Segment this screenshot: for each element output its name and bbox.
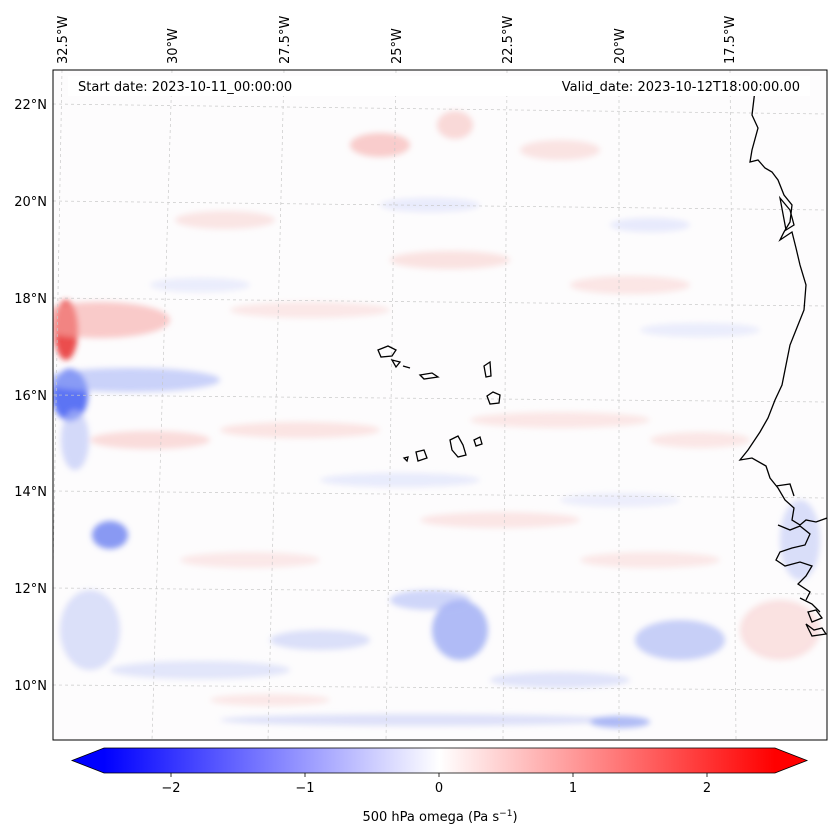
lat-label-14n: 14°N — [14, 485, 47, 500]
lon-label-22-5w: 22.5°W — [501, 16, 516, 64]
lat-label-12n: 12°N — [14, 582, 47, 597]
gridlines — [53, 70, 827, 740]
lat-label-10n: 10°N — [14, 679, 47, 694]
lon-label-25w: 25°W — [390, 28, 405, 64]
lat-label-18n: 18°N — [14, 292, 47, 307]
longitude-labels: 32.5°W 30°W 27.5°W 25°W 22.5°W 20°W 17.5… — [56, 16, 738, 64]
header-box — [68, 76, 810, 96]
cabo-verde-islands — [377, 345, 501, 463]
colorbar-tick-label: 0 — [435, 781, 443, 796]
lon-label-20w: 20°W — [613, 28, 628, 64]
lat-label-20n: 20°N — [14, 195, 47, 210]
colorbar-tick-label: 2 — [703, 781, 711, 796]
valid-date-label: Valid_date: 2023-10-12T18:00:00.00 — [562, 80, 800, 95]
colorbar-max-extension — [775, 748, 807, 773]
colorbar-outline — [70, 747, 809, 774]
colorbar-label-end: ) — [512, 810, 517, 825]
map-panel — [53, 70, 827, 740]
african-coastline — [738, 89, 827, 637]
omega-field — [53, 111, 820, 728]
colorbar-tick-label: −2 — [161, 781, 180, 796]
lon-label-17-5w: 17.5°W — [723, 16, 738, 64]
colorbar: −2 −1 0 1 2 500 hPa omega (Pa s−1) — [70, 747, 809, 825]
colorbar-label-sup: −1 — [499, 809, 512, 819]
colorbar-label: 500 hPa omega (Pa s−1) — [362, 809, 517, 825]
colorbar-body — [104, 748, 775, 773]
map-frame — [52, 69, 828, 741]
lat-label-16n: 16°N — [14, 389, 47, 404]
lat-label-22n: 22°N — [14, 98, 47, 113]
lon-label-30w: 30°W — [166, 28, 181, 64]
colorbar-label-main: 500 hPa omega (Pa s — [362, 810, 499, 825]
lon-label-27-5w: 27.5°W — [278, 16, 293, 64]
start-date-label: Start date: 2023-10-11_00:00:00 — [78, 80, 292, 95]
latitude-labels: 22°N 20°N 18°N 16°N 14°N 12°N 10°N — [14, 98, 47, 694]
lon-label-32-5w: 32.5°W — [56, 16, 71, 64]
colorbar-tick-label: −1 — [295, 781, 314, 796]
colorbar-tick-marks — [170, 773, 708, 777]
colorbar-min-extension — [72, 748, 104, 773]
colorbar-tick-label: 1 — [569, 781, 577, 796]
